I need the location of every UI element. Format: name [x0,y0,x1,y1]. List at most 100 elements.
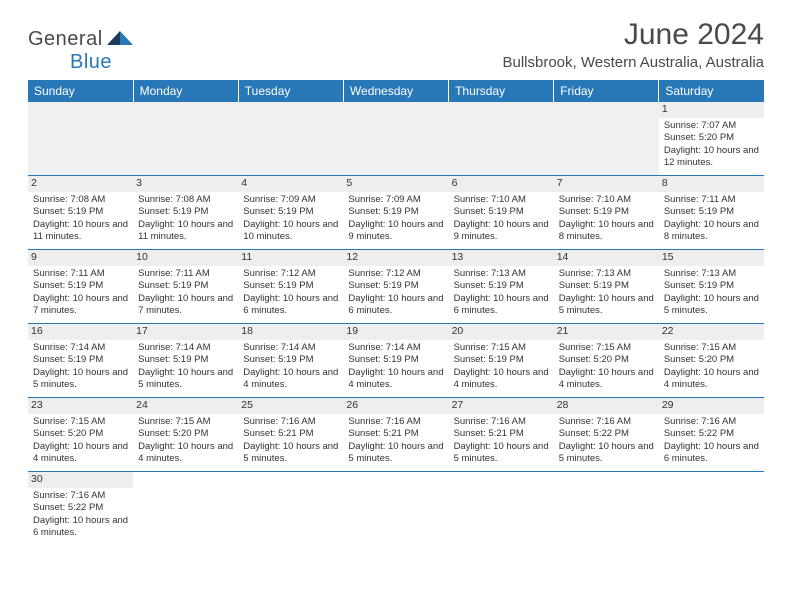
daylight-text: Daylight: 10 hours and 4 minutes. [664,367,759,392]
calendar-cell: 4Sunrise: 7:09 AMSunset: 5:19 PMDaylight… [238,176,343,250]
day-number: 25 [238,398,343,414]
sunrise-text: Sunrise: 7:09 AM [348,194,443,206]
calendar-week: 2Sunrise: 7:08 AMSunset: 5:19 PMDaylight… [28,176,764,250]
weekday-row: SundayMondayTuesdayWednesdayThursdayFrid… [28,80,764,102]
daylight-text: Daylight: 10 hours and 10 minutes. [243,219,338,244]
calendar-cell [238,472,343,546]
day-number: 24 [133,398,238,414]
daylight-text: Daylight: 10 hours and 8 minutes. [559,219,654,244]
calendar-week: 23 Sunrise: 7:15 AMSunset: 5:20 PMDayligh… [28,398,764,472]
calendar-cell: 28 Sunrise: 7:16 AMSunset: 5:22 PMDayligh… [554,398,659,472]
month-year: June 2024 [502,18,764,52]
sunset-text: Sunset: 5:19 PM [33,206,128,218]
weekday-header: Sunday [28,80,133,102]
calendar-cell: 11Sunrise: 7:12 AMSunset: 5:19 PMDayligh… [238,250,343,324]
day-number: 26 [343,398,448,414]
sunrise-text: Sunrise: 7:11 AM [138,268,233,280]
calendar-cell: 25Sunrise: 7:16 AMSunset: 5:21 PMDayligh… [238,398,343,472]
calendar-week: 9Sunrise: 7:11 AMSunset: 5:19 PMDaylight… [28,250,764,324]
sunrise-text: Sunrise: 7:15 AM [33,416,128,428]
calendar-cell [449,102,554,176]
day-number: 22 [659,324,764,340]
daylight-text: Daylight: 10 hours and 9 minutes. [348,219,443,244]
day-number: 7 [554,176,659,192]
daylight-text: Daylight: 10 hours and 5 minutes. [348,441,443,466]
calendar-cell [554,102,659,176]
day-info: Sunrise: 7:07 AMSunset: 5:20 PMDaylight:… [664,120,759,169]
brand-name-a: General [28,28,103,50]
sunset-text: Sunset: 5:19 PM [454,354,549,366]
sunset-text: Sunset: 5:19 PM [454,206,549,218]
sunset-text: Sunset: 5:22 PM [664,428,759,440]
weekday-header: Friday [554,80,659,102]
day-number: 9 [28,250,133,266]
day-info: Sunrise: 7:08 AMSunset: 5:19 PMDaylight:… [138,194,233,243]
calendar-cell [28,102,133,176]
day-number: 8 [659,176,764,192]
calendar-cell: 17Sunrise: 7:14 AMSunset: 5:19 PMDayligh… [133,324,238,398]
day-info: Sunrise: 7:15 AMSunset: 5:19 PMDaylight:… [454,342,549,391]
sunset-text: Sunset: 5:19 PM [138,280,233,292]
calendar-cell: 30Sunrise: 7:16 AMSunset: 5:22 PMDayligh… [28,472,133,546]
sunset-text: Sunset: 5:22 PM [559,428,654,440]
sunrise-text: Sunrise: 7:09 AM [243,194,338,206]
daylight-text: Daylight: 10 hours and 5 minutes. [138,367,233,392]
sunset-text: Sunset: 5:19 PM [559,280,654,292]
sunrise-text: Sunrise: 7:10 AM [559,194,654,206]
sunrise-text: Sunrise: 7:14 AM [33,342,128,354]
day-number: 30 [28,472,133,488]
brand-name-b: Blue [70,51,112,73]
day-info: Sunrise: 7:11 AMSunset: 5:19 PMDaylight:… [664,194,759,243]
sunrise-text: Sunrise: 7:13 AM [664,268,759,280]
daylight-text: Daylight: 10 hours and 5 minutes. [454,441,549,466]
sunrise-text: Sunrise: 7:15 AM [138,416,233,428]
daylight-text: Daylight: 10 hours and 5 minutes. [559,441,654,466]
day-info: Sunrise: 7:11 AMSunset: 5:19 PMDaylight:… [33,268,128,317]
day-info: Sunrise: 7:14 AMSunset: 5:19 PMDaylight:… [243,342,338,391]
calendar-cell [449,472,554,546]
sunrise-text: Sunrise: 7:11 AM [664,194,759,206]
day-info: Sunrise: 7:10 AMSunset: 5:19 PMDaylight:… [559,194,654,243]
day-info: Sunrise: 7:12 AMSunset: 5:19 PMDaylight:… [348,268,443,317]
sunset-text: Sunset: 5:19 PM [664,280,759,292]
calendar-cell: 18Sunrise: 7:14 AMSunset: 5:19 PMDayligh… [238,324,343,398]
calendar-cell: 6Sunrise: 7:10 AMSunset: 5:19 PMDaylight… [449,176,554,250]
calendar-cell [343,472,448,546]
day-number: 21 [554,324,659,340]
daylight-text: Daylight: 10 hours and 6 minutes. [348,293,443,318]
day-number: 3 [133,176,238,192]
daylight-text: Daylight: 10 hours and 6 minutes. [33,515,128,540]
calendar-cell: 1Sunrise: 7:07 AMSunset: 5:20 PMDaylight… [659,102,764,176]
day-info: Sunrise: 7:13 AMSunset: 5:19 PMDaylight:… [454,268,549,317]
calendar-cell [133,472,238,546]
sunrise-text: Sunrise: 7:15 AM [664,342,759,354]
brand-name: GeneralBlue [28,28,133,74]
daylight-text: Daylight: 10 hours and 6 minutes. [454,293,549,318]
sunset-text: Sunset: 5:19 PM [33,354,128,366]
day-number: 23 [28,398,133,414]
sunrise-text: Sunrise: 7:16 AM [559,416,654,428]
day-number: 20 [449,324,554,340]
day-info: Sunrise: 7:15 AMSunset: 5:20 PMDaylight:… [33,416,128,465]
day-number: 29 [659,398,764,414]
daylight-text: Daylight: 10 hours and 4 minutes. [559,367,654,392]
day-number: 28 [554,398,659,414]
day-info: Sunrise: 7:14 AMSunset: 5:19 PMDaylight:… [138,342,233,391]
day-number: 13 [449,250,554,266]
day-number: 11 [238,250,343,266]
daylight-text: Daylight: 10 hours and 7 minutes. [138,293,233,318]
calendar-cell: 29Sunrise: 7:16 AMSunset: 5:22 PMDayligh… [659,398,764,472]
day-info: Sunrise: 7:09 AMSunset: 5:19 PMDaylight:… [348,194,443,243]
calendar-cell: 21 Sunrise: 7:15 AMSunset: 5:20 PMDayligh… [554,324,659,398]
daylight-text: Daylight: 10 hours and 11 minutes. [33,219,128,244]
day-info: Sunrise: 7:13 AMSunset: 5:19 PMDaylight:… [559,268,654,317]
day-number: 19 [343,324,448,340]
day-number: 15 [659,250,764,266]
calendar-cell: 9 Sunrise: 7:11 AMSunset: 5:19 PMDaylight… [28,250,133,324]
calendar-cell: 2Sunrise: 7:08 AMSunset: 5:19 PMDaylight… [28,176,133,250]
day-number: 10 [133,250,238,266]
sunset-text: Sunset: 5:19 PM [348,354,443,366]
day-info: Sunrise: 7:15 AMSunset: 5:20 PMDaylight:… [559,342,654,391]
sunrise-text: Sunrise: 7:13 AM [454,268,549,280]
sunrise-text: Sunrise: 7:12 AM [348,268,443,280]
